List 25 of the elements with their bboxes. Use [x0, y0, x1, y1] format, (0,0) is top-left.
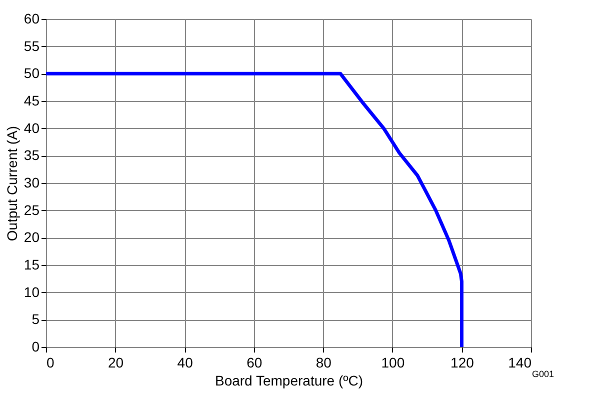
y-tick-label: 55 [24, 38, 40, 54]
x-tick-label: 80 [316, 354, 332, 370]
y-tick-label: 30 [24, 174, 40, 190]
y-tick-label: 25 [24, 202, 40, 218]
y-tick-label: 10 [24, 284, 40, 300]
x-tick-label: 20 [108, 354, 124, 370]
y-tick-label: 15 [24, 256, 40, 272]
text: G001 [532, 369, 554, 379]
line-series [44, 72, 464, 349]
y-tick-label: 20 [24, 229, 40, 246]
y-tick-label: 35 [24, 147, 40, 164]
x-tick-label: 40 [177, 354, 194, 370]
x-tick-label: 140 [508, 354, 532, 370]
x-tick-label: 120 [450, 354, 474, 370]
y-tick-label: 45 [24, 92, 40, 108]
x-tick-label: 100 [381, 354, 405, 370]
x-axis-title: Board Temperature (ºC) [214, 372, 364, 388]
y-tick-label: 0 [32, 338, 40, 354]
x-tick-label: 60 [246, 354, 262, 370]
x-tick-label: 0 [46, 354, 54, 370]
y-tick-label: 50 [24, 65, 40, 82]
y-axis-title: Output Current (A) [4, 126, 20, 242]
y-tick-label: 40 [24, 120, 40, 136]
y-tick-label: 60 [24, 10, 40, 26]
y-tick-label: 5 [32, 311, 40, 328]
